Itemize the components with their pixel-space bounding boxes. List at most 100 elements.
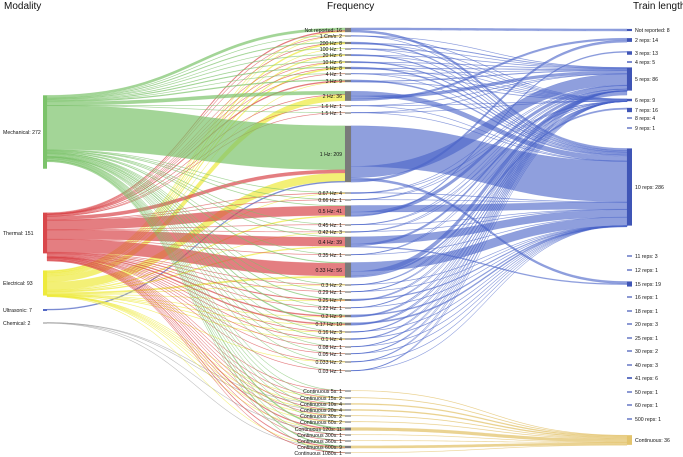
label-freq-0-17-hz: 0.17 Hz: 10 — [315, 322, 342, 328]
label-train-5-reps: 5 reps: 86 — [635, 77, 658, 83]
node-train-25-reps — [627, 337, 632, 339]
node-freq-0-45-hz — [345, 224, 351, 226]
label-freq-5-hz: 5 Hz: 8 — [326, 66, 343, 72]
node-freq-not-reported — [345, 27, 351, 33]
flow-0-33-hz-to-5-reps — [350, 90, 628, 277]
label-train-10-reps: 10 reps: 286 — [635, 185, 664, 191]
node-freq-continuous-10s — [345, 403, 351, 405]
label-freq-0-25-hz: 0.25 Hz: 7 — [318, 298, 342, 304]
node-freq-1-5-hz — [345, 112, 351, 114]
node-freq-continuous-360s — [345, 440, 351, 442]
node-train-11-reps — [627, 255, 632, 257]
label-freq-continuous-300s: Continuous 300s: 1 — [297, 433, 342, 439]
node-freq-0-33-hz — [345, 262, 351, 278]
node-freq-continuous-15s — [345, 397, 351, 399]
node-freq-0-5-hz — [345, 205, 351, 217]
label-freq-continuous-10s: Continuous 10s: 4 — [300, 402, 342, 408]
label-train-9-reps: 9 reps: 1 — [635, 126, 655, 132]
node-freq-continuous-60s — [345, 421, 351, 423]
label-thermal: Thermal: 151 — [3, 231, 34, 237]
label-freq-continuous-5s: Continuous 5s: 1 — [303, 389, 342, 395]
node-train-continuous — [627, 435, 632, 445]
label-freq-0-42-hz: 0.42 Hz: 3 — [318, 230, 342, 236]
node-train-500-reps — [627, 418, 632, 420]
label-freq-0-66-hz: 0.66 Hz: 1 — [318, 198, 342, 204]
node-train-30-reps — [627, 350, 632, 352]
node-freq-0-1-hz — [345, 338, 351, 340]
label-train-6-reps: 6 reps: 9 — [635, 98, 655, 104]
label-freq-continuous-30s: Continuous 30s: 2 — [300, 414, 342, 420]
label-freq-0-35-hz: 0.35 Hz: 1 — [318, 253, 342, 259]
node-freq-2-hz — [345, 91, 351, 101]
label-freq-0-033-hz: 0.033 Hz: 2 — [315, 360, 342, 366]
label-freq-1-cm-s: 1 Cm/s: 2 — [320, 34, 342, 40]
node-freq-1-hz — [345, 125, 351, 183]
node-mechanical — [43, 95, 47, 169]
node-freq-0-3-hz — [345, 284, 351, 286]
node-freq-0-2-hz — [345, 314, 351, 318]
label-freq-3-hz: 3 Hz: 9 — [326, 79, 343, 85]
node-freq-continuous-5s — [345, 390, 351, 392]
label-freq-0-1-hz: 0.1 Hz: 4 — [321, 337, 342, 343]
label-train-18-reps: 18 reps: 1 — [635, 309, 658, 315]
label-chemical: Chemical: 2 — [3, 321, 31, 327]
node-freq-0-35-hz — [345, 254, 351, 256]
label-train-7-reps: 7 reps: 16 — [635, 108, 658, 114]
flow-0-17-hz-to-5-reps — [350, 90, 628, 325]
label-train-continuous: Continuous: 36 — [635, 438, 670, 444]
node-train-8-reps — [627, 117, 632, 119]
label-freq-continuous-1080s: Continuous 1080s: 1 — [294, 451, 342, 457]
node-freq-3-hz — [345, 79, 351, 83]
label-train-41-reps: 41 reps: 6 — [635, 376, 658, 382]
node-freq-100-hz — [345, 48, 351, 50]
node-freq-0-66-hz — [345, 199, 351, 201]
node-freq-0-05-hz — [345, 353, 351, 355]
flow-1-hz-to-2-reps — [350, 39, 628, 183]
node-freq-200-hz — [345, 41, 351, 45]
node-train-7-reps — [627, 107, 632, 113]
flow-chemical-to-continuous-120s — [46, 322, 346, 431]
node-freq-0-25-hz — [345, 299, 351, 301]
label-ultrasonic: Ultrasonic: 7 — [3, 308, 32, 314]
flow-continuous-1080s-to-continuous — [350, 444, 628, 453]
flow-0-03-hz-to-6-reps — [350, 101, 628, 372]
node-train-4-reps — [627, 61, 632, 63]
node-freq-0-42-hz — [345, 231, 351, 233]
label-freq-0-29-hz: 0.29 Hz: 1 — [318, 290, 342, 296]
label-freq-2-hz: 2 Hz: 36 — [323, 94, 342, 100]
node-train-60-reps — [627, 404, 632, 406]
node-train-6-reps — [627, 98, 632, 102]
label-train-3-reps: 3 reps: 13 — [635, 51, 658, 57]
node-ultrasonic — [43, 309, 47, 311]
label-freq-0-5-hz: 0.5 Hz: 41 — [318, 209, 342, 215]
label-freq-not-reported: Not reported: 16 — [305, 28, 343, 34]
label-mechanical: Mechanical: 272 — [3, 130, 41, 136]
label-freq-continuous-15s: Continuous 15s: 2 — [300, 396, 342, 402]
node-freq-continuous-1080s — [345, 452, 351, 454]
node-freq-4-hz — [345, 73, 351, 75]
label-train-20-reps: 20 reps: 3 — [635, 322, 658, 328]
label-train-2-reps: 2 reps: 14 — [635, 38, 658, 44]
node-freq-continuous-120s — [345, 427, 351, 431]
node-freq-continuous-20s — [345, 409, 351, 411]
flow-continuous-10s-to-continuous — [350, 403, 628, 438]
header-modality: Modality — [4, 1, 41, 12]
label-freq-continuous-20s: Continuous 20s: 4 — [300, 408, 342, 414]
label-train-40-reps: 40 reps: 3 — [635, 363, 658, 369]
node-freq-20-hz — [345, 54, 351, 56]
label-freq-20-hz: 20 Hz: 6 — [323, 53, 342, 59]
node-train-3-reps — [627, 51, 632, 55]
node-train-20-reps — [627, 323, 632, 325]
flow-chemical-to-continuous-20s — [46, 322, 346, 411]
node-train-9-reps — [627, 127, 632, 129]
node-thermal — [43, 212, 47, 254]
node-train-not-reported — [627, 28, 632, 32]
node-train-18-reps — [627, 310, 632, 312]
flow-0-03-hz-to-10-reps — [350, 225, 628, 371]
flow-0-3-hz-to-10-reps — [350, 225, 628, 285]
label-train-12-reps: 12 reps: 1 — [635, 268, 658, 274]
label-freq-100-hz: 100 Hz: 1 — [320, 47, 342, 53]
flow-mechanical-to-continuous-300s — [46, 160, 346, 435]
